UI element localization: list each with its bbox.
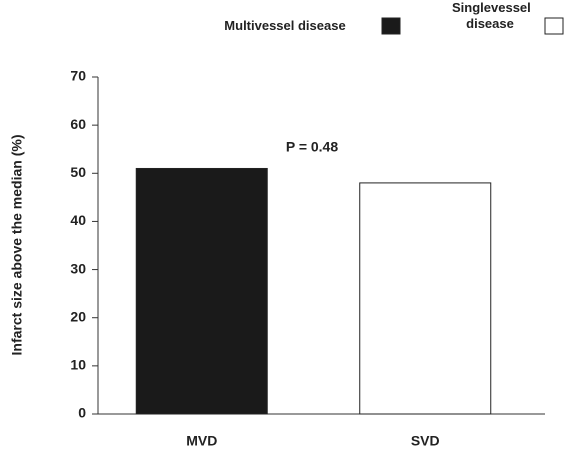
y-tick-label: 60: [70, 116, 86, 132]
y-tick-label: 20: [70, 308, 86, 324]
y-tick-label: 50: [70, 164, 86, 180]
y-tick-label: 30: [70, 260, 86, 276]
y-tick-label: 10: [70, 357, 86, 373]
x-tick-label: SVD: [411, 433, 440, 449]
y-tick-label: 70: [70, 68, 86, 84]
legend-swatch: [544, 17, 564, 35]
legend-label: Multivessel disease: [224, 18, 346, 33]
bar: [135, 167, 268, 415]
legend-swatch: [381, 17, 401, 35]
x-tick-label: MVD: [186, 433, 217, 449]
bar: [359, 182, 492, 415]
annotation: P = 0.48: [286, 139, 339, 155]
y-tick-label: 0: [78, 405, 86, 421]
legend-label: Singlevessel disease: [452, 0, 531, 31]
y-tick-label: 40: [70, 212, 86, 228]
y-axis-label: Infarct size above the median (%): [9, 135, 25, 356]
